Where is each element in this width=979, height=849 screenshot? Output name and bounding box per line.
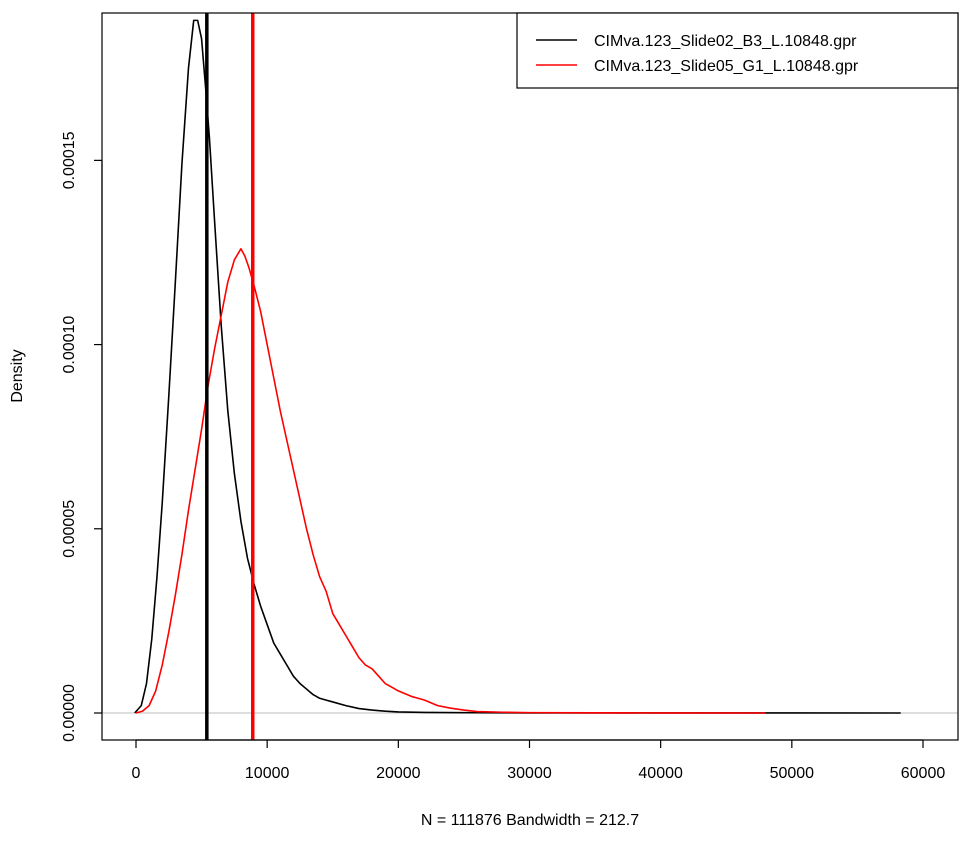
series-line-2 <box>135 247 766 714</box>
x-tick-label: 0 <box>132 765 141 782</box>
x-tick-label: 40000 <box>638 765 683 782</box>
legend-label-2: CIMva.123_Slide05_G1_L.10848.gpr <box>594 58 859 75</box>
legend: CIMva.123_Slide02_B3_L.10848.gpr CIMva.12… <box>516 12 959 89</box>
legend-box <box>516 12 959 89</box>
x-tick-label: 20000 <box>376 765 421 782</box>
x-axis-label: N = 111876 Bandwidth = 212.7 <box>421 812 639 829</box>
y-tick-label: 0.00010 <box>61 316 78 374</box>
y-axis: 0.00000 0.00005 0.00010 0.00015 <box>61 131 103 742</box>
x-tick-label: 10000 <box>245 765 290 782</box>
series-layer <box>134 19 901 714</box>
x-tick-label: 60000 <box>901 765 946 782</box>
y-tick-label: 0.00015 <box>61 131 78 189</box>
y-tick-label: 0.00000 <box>61 684 78 742</box>
x-axis: 0 10000 20000 30000 40000 50000 60000 <box>132 739 946 782</box>
series-line-1 <box>134 19 901 714</box>
mean-lines-layer <box>205 13 255 740</box>
y-axis-label: Density <box>9 349 26 402</box>
y-tick-label: 0.00005 <box>61 500 78 558</box>
x-tick-label: 50000 <box>770 765 815 782</box>
x-tick-label: 30000 <box>507 765 552 782</box>
legend-label-1: CIMva.123_Slide02_B3_L.10848.gpr <box>594 33 857 50</box>
